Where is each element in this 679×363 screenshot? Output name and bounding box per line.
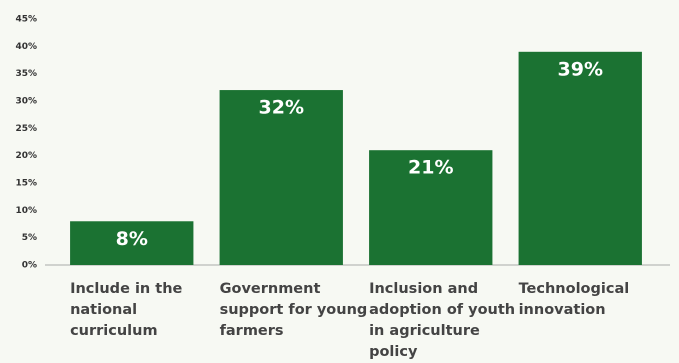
y-tick-label: 20%: [15, 151, 37, 161]
bar: [70, 221, 194, 265]
value-label: 8%: [116, 228, 148, 250]
value-label: 32%: [259, 97, 304, 119]
y-tick-label: 35%: [15, 69, 37, 79]
y-tick-label: 30%: [15, 97, 37, 107]
value-label: 21%: [408, 157, 453, 179]
bar: [518, 51, 642, 265]
y-tick-label: 10%: [15, 206, 37, 216]
x-tick-label: Inclusion and adoption of youth in agric…: [369, 281, 516, 360]
bar: [219, 90, 343, 265]
y-tick-label: 25%: [15, 124, 37, 134]
x-tick-label: Technological innovation: [518, 281, 630, 318]
y-tick-label: 40%: [15, 42, 37, 52]
x-tick-label: Include in the national curriculum: [70, 281, 183, 339]
value-label: 39%: [558, 58, 603, 80]
y-tick-label: 0%: [22, 261, 37, 271]
y-tick-label: 15%: [15, 179, 37, 189]
y-tick-label: 5%: [22, 233, 37, 243]
bar: [369, 150, 493, 265]
x-tick-label: Government support for young farmers: [219, 281, 368, 339]
y-tick-label: 45%: [15, 15, 37, 25]
